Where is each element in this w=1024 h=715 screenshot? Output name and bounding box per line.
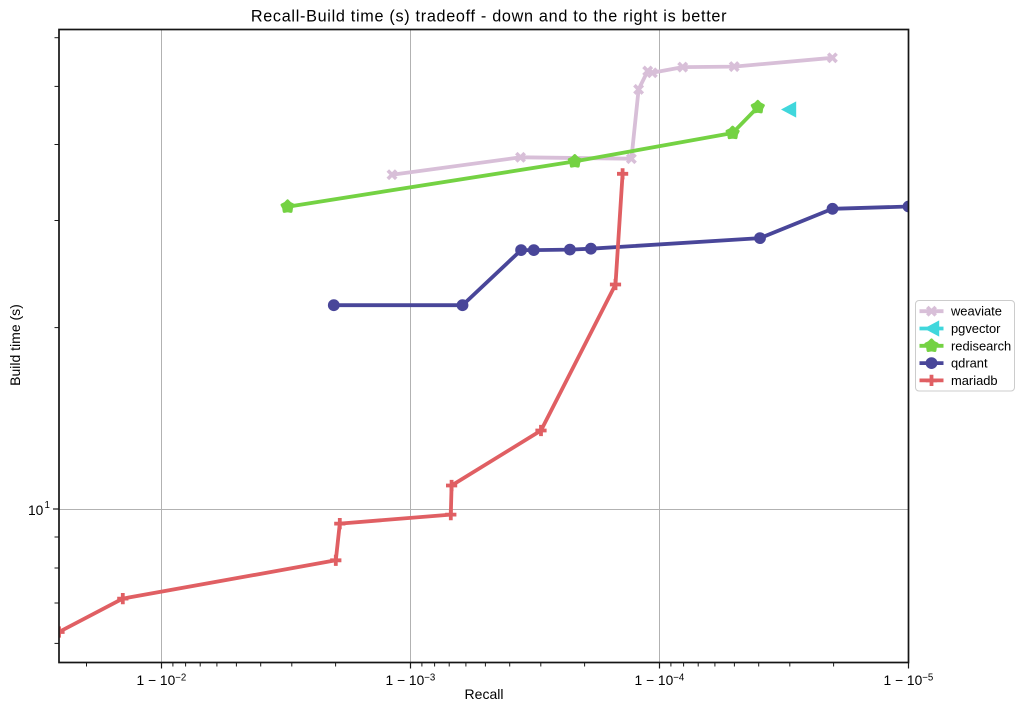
svg-text:redisearch: redisearch [951, 338, 1011, 353]
svg-text:1 − 10−4: 1 − 10−4 [635, 673, 685, 689]
svg-text:1 − 10−3: 1 − 10−3 [386, 673, 436, 689]
svg-text:10: 10 [28, 503, 44, 518]
svg-text:Recall-Build time (s) tradeoff: Recall-Build time (s) tradeoff - down an… [251, 8, 727, 26]
svg-text:1: 1 [45, 500, 50, 511]
svg-text:weaviate: weaviate [950, 304, 1002, 319]
svg-text:Recall: Recall [465, 686, 504, 702]
svg-text:pgvector: pgvector [951, 321, 1001, 336]
svg-text:1 − 10−5: 1 − 10−5 [884, 673, 934, 689]
svg-text:Build time (s): Build time (s) [7, 304, 23, 386]
svg-text:qdrant: qdrant [951, 356, 988, 371]
svg-text:mariadb: mariadb [951, 373, 998, 388]
svg-text:1 − 10−2: 1 − 10−2 [137, 673, 187, 689]
